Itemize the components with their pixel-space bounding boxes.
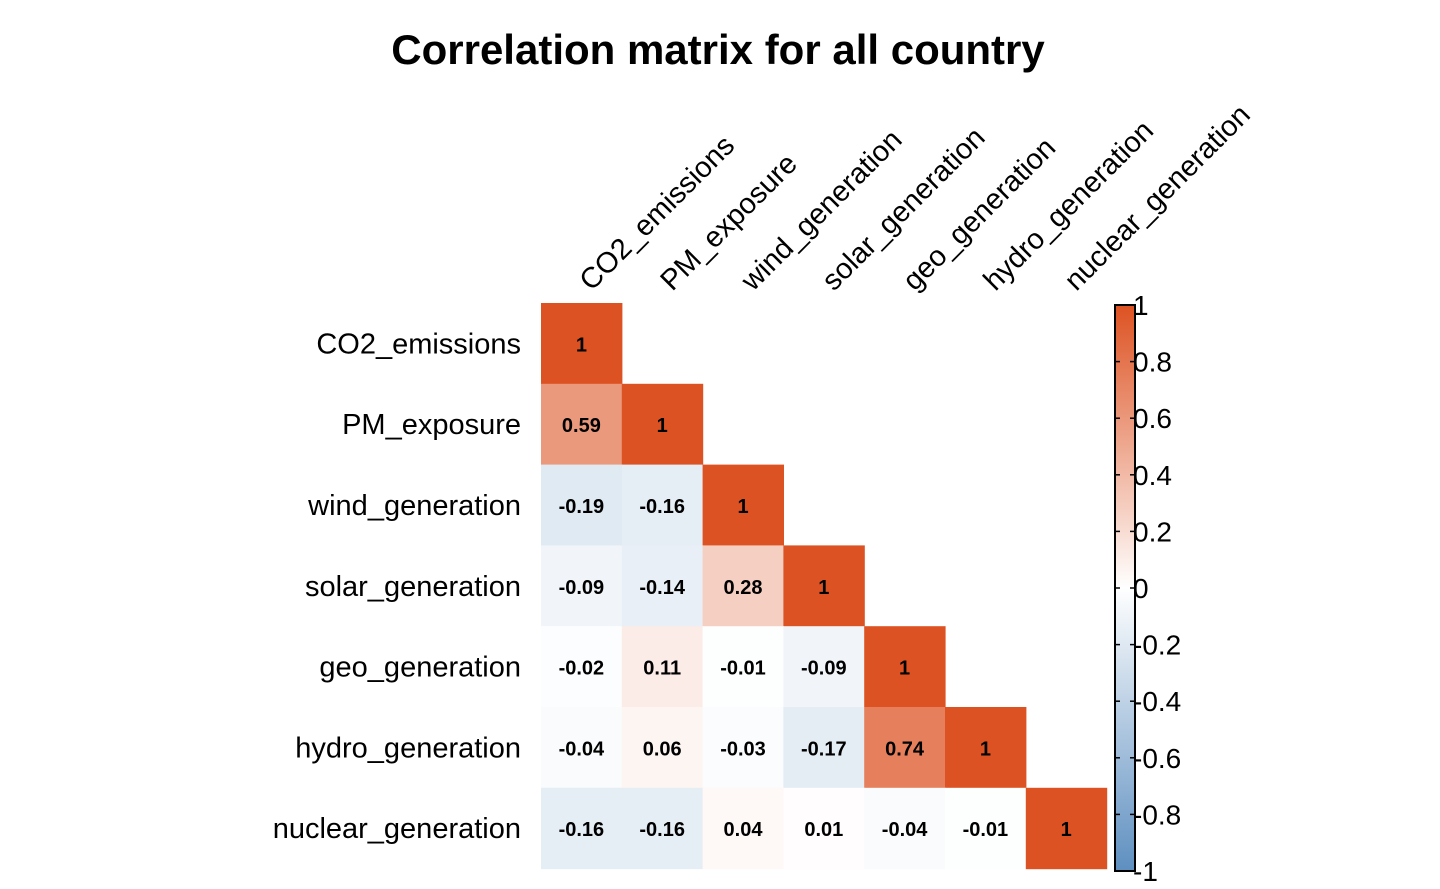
row-label-PM_exposure: PM_exposure (342, 409, 521, 441)
cell-hydro_generation-PM_exposure (621, 707, 704, 789)
colorbar-tick-label: 0 (1133, 573, 1149, 604)
row-label-wind_generation: wind_generation (307, 490, 521, 522)
row-label-geo_generation: geo_generation (319, 652, 521, 684)
colorbar-tick-label: 0.2 (1133, 516, 1172, 547)
row-label-solar_generation: solar_generation (305, 571, 521, 603)
chart-title: Correlation matrix for all country (391, 26, 1045, 73)
cell-value-label: 1 (737, 496, 748, 518)
cell-value-label: -0.16 (559, 819, 605, 841)
colorbar-tick-label: 0.8 (1133, 347, 1172, 378)
cell-value-label: -0.03 (720, 738, 766, 760)
cell-geo_generation-solar_generation (783, 626, 865, 708)
cell-CO2_emissions-CO2_emissions (541, 303, 623, 385)
cell-value-label: 0.01 (804, 819, 843, 841)
cell-geo_generation-CO2_emissions (541, 626, 623, 708)
row-label-nuclear_generation: nuclear_generation (273, 813, 521, 845)
cell-value-label: 0.06 (643, 738, 682, 760)
cell-nuclear_generation-solar_generation (783, 787, 865, 870)
cell-value-label: 1 (576, 334, 587, 356)
row-label-hydro_generation: hydro_generation (295, 732, 521, 764)
colorbar-tick-label: 0.6 (1133, 403, 1172, 434)
cell-value-label: -0.19 (559, 496, 605, 518)
cell-value-label: -0.17 (801, 738, 847, 760)
colorbar-tick-label: -0.4 (1133, 686, 1181, 717)
cell-wind_generation-PM_exposure (621, 464, 704, 546)
cell-value-label: 0.74 (885, 738, 925, 760)
colorbar-tick-label: 1 (1133, 290, 1149, 321)
cell-value-label: 1 (818, 577, 829, 599)
heatmap-cells: 1 0.59 1 -0.19 -0.16 1 -0.09 -0.14 0.28 1 -0.02 0.1… (541, 303, 1108, 870)
colorbar-tick-label: -0.6 (1133, 743, 1181, 774)
cell-value-label: 1 (899, 658, 910, 680)
cell-value-label: -0.09 (801, 658, 847, 680)
cell-value-label: -0.16 (639, 496, 685, 518)
colorbar-tick-label: -0.2 (1133, 630, 1181, 661)
colorbar-legend: 1 0.8 0.6 0.4 0.2 0 -0.2 -0.4 -0.6 -0.8 -1 (1114, 290, 1181, 887)
row-labels: CO2_emissions PM_exposure wind_generations… (273, 328, 521, 845)
cell-PM_exposure-PM_exposure (621, 383, 704, 466)
cell-value-label: 1 (657, 415, 668, 437)
cell-wind_generation-CO2_emissions (541, 464, 623, 546)
colorbar-tick-label: -1 (1133, 856, 1158, 887)
cell-value-label: -0.02 (559, 658, 605, 680)
cell-nuclear_generation-nuclear_generation (1025, 787, 1108, 870)
cell-solar_generation-solar_generation (783, 545, 865, 627)
cell-value-label: -0.04 (559, 738, 605, 760)
colorbar-tick-label: 0.4 (1133, 460, 1172, 491)
cell-hydro_generation-wind_generation (702, 707, 784, 789)
cell-solar_generation-CO2_emissions (541, 545, 623, 627)
cell-value-label: -0.16 (639, 819, 685, 841)
cell-nuclear_generation-PM_exposure (621, 787, 704, 870)
cell-value-label: -0.01 (963, 819, 1009, 841)
cell-solar_generation-PM_exposure (621, 545, 704, 627)
cell-solar_generation-wind_generation (702, 545, 784, 627)
cell-value-label: -0.01 (720, 658, 766, 680)
cell-geo_generation-wind_generation (702, 626, 784, 708)
cell-value-label: 0.28 (724, 577, 763, 599)
cell-nuclear_generation-wind_generation (702, 787, 784, 870)
cell-nuclear_generation-geo_generation (864, 787, 946, 870)
cell-value-label: 0.59 (562, 415, 601, 437)
cell-hydro_generation-CO2_emissions (541, 707, 623, 789)
cell-nuclear_generation-CO2_emissions (541, 787, 623, 870)
cell-geo_generation-PM_exposure (621, 626, 704, 708)
cell-wind_generation-wind_generation (702, 464, 784, 546)
cell-value-label: 1 (980, 738, 991, 760)
colorbar-tick-label: -0.8 (1133, 799, 1181, 830)
cell-value-label: 0.11 (643, 658, 681, 680)
cell-value-label: 0.04 (724, 819, 764, 841)
cell-value-label: -0.09 (559, 577, 605, 599)
cell-value-label: 1 (1061, 819, 1072, 841)
cell-PM_exposure-CO2_emissions (541, 383, 623, 466)
cell-value-label: -0.04 (882, 819, 928, 841)
row-label-CO2_emissions: CO2_emissions (316, 328, 521, 360)
cell-hydro_generation-solar_generation (783, 707, 865, 789)
cell-value-label: -0.14 (639, 577, 685, 599)
cell-hydro_generation-hydro_generation (945, 707, 1027, 789)
cell-hydro_generation-geo_generation (864, 707, 946, 789)
cell-nuclear_generation-hydro_generation (945, 787, 1027, 870)
cell-geo_generation-geo_generation (864, 626, 946, 708)
column-labels: CO2_emissionsPM_exposurewind_generations… (574, 99, 1257, 298)
